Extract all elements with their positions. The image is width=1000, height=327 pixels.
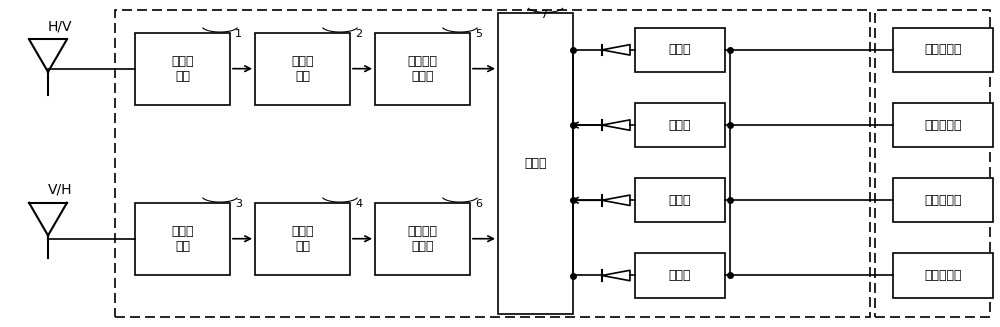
Text: 卫星接收机: 卫星接收机 xyxy=(924,194,962,207)
Text: 第二放
大器: 第二放 大器 xyxy=(291,55,314,83)
Bar xyxy=(135,33,230,105)
Bar xyxy=(893,28,993,72)
Text: 稳压管: 稳压管 xyxy=(669,269,691,282)
Bar xyxy=(635,178,725,222)
Text: 3: 3 xyxy=(235,199,242,210)
Text: 第一带通
滤波器: 第一带通 滤波器 xyxy=(408,55,438,83)
Text: 卫星接收机: 卫星接收机 xyxy=(924,119,962,131)
Text: 5: 5 xyxy=(475,29,482,40)
Bar xyxy=(893,178,993,222)
Bar xyxy=(255,203,350,275)
Text: 7: 7 xyxy=(540,10,548,20)
Bar xyxy=(635,28,725,72)
Text: 稳压管: 稳压管 xyxy=(669,119,691,131)
Text: 卫星接收机: 卫星接收机 xyxy=(924,43,962,56)
Bar xyxy=(135,203,230,275)
Text: 1: 1 xyxy=(235,29,242,40)
Bar xyxy=(498,13,573,314)
Bar xyxy=(875,10,990,317)
Text: 第三放
大器: 第三放 大器 xyxy=(171,225,194,253)
Text: 6: 6 xyxy=(475,199,482,210)
Bar xyxy=(115,10,870,317)
Text: 稳压管: 稳压管 xyxy=(669,43,691,56)
Text: 4: 4 xyxy=(355,199,362,210)
Bar xyxy=(635,103,725,147)
Text: V/H: V/H xyxy=(48,183,72,197)
Bar xyxy=(255,33,350,105)
Text: 第二带通
滤波器: 第二带通 滤波器 xyxy=(408,225,438,253)
Bar xyxy=(893,253,993,298)
Bar xyxy=(893,103,993,147)
Text: 卫星接收机: 卫星接收机 xyxy=(924,269,962,282)
Text: 第四放
大器: 第四放 大器 xyxy=(291,225,314,253)
Text: H/V: H/V xyxy=(48,19,72,33)
Bar xyxy=(375,203,470,275)
Text: 混频器: 混频器 xyxy=(524,157,547,170)
Bar xyxy=(375,33,470,105)
Bar xyxy=(635,253,725,298)
Text: 2: 2 xyxy=(355,29,362,40)
Text: 稳压管: 稳压管 xyxy=(669,194,691,207)
Text: 第一放
大器: 第一放 大器 xyxy=(171,55,194,83)
